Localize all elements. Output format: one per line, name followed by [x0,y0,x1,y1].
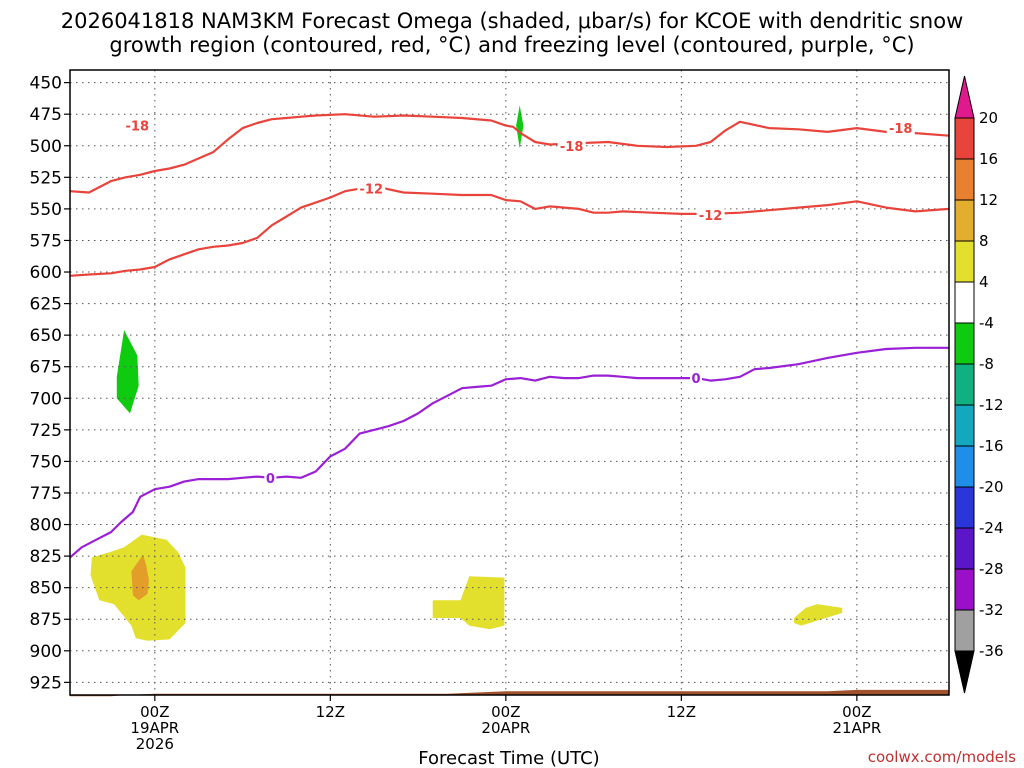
colorbar-label-5: 4 [979,273,989,291]
contour-label-bg-3-1 [264,469,277,485]
contour-label-bg-1-2 [557,137,586,153]
colorbar-bin-1 [954,117,975,160]
colorbar-label-4: 8 [979,232,989,250]
colorbar-label-9: -16 [979,437,1004,455]
x-tick-label-48-0: 00Z [842,703,871,721]
chart-title-line-2: growth region (contoured, red, °C) and f… [109,33,914,57]
colorbar-bin-13 [954,609,975,652]
omega-shade-region-5 [794,604,843,626]
colorbar-bin-9 [954,445,975,488]
colorbar-label-14: -36 [979,642,1004,660]
contour-label-1-3: -18 [889,122,913,137]
y-tick-label-825: 825 [30,547,62,567]
contour-label-1-2: -18 [560,140,584,155]
contour-label-bg-3-2 [689,370,702,386]
contour-line-1 [69,113,950,194]
contour-label-3-2: 0 [691,372,700,387]
x-axis-label: Forecast Time (UTC) [418,748,599,768]
x-tick-label-0-0: 00Z [140,703,169,721]
colorbar-bottom-arrow [954,650,975,694]
omega-shading-layer [90,105,843,641]
contour-label-2-1: -12 [360,183,384,198]
colorbar-bin-5 [954,281,975,324]
x-tick-label-24-1: 20APR [481,719,530,737]
y-tick-label-450: 450 [30,74,62,94]
y-tick-label-475: 475 [30,105,62,125]
contour-label-bg-2-1 [357,180,386,196]
colorbar-bin-4 [954,240,975,283]
contour-label-layer: -18 -18 -18 -12 -12 0 0 [123,117,915,487]
omega-shade-region-1 [116,330,139,414]
y-tick-label-700: 700 [30,389,62,409]
x-tick-label-0-2: 2026 [136,735,174,753]
y-tick-label-625: 625 [30,295,62,315]
contour-label-3-1: 0 [266,472,275,487]
colorbar-bin-12 [954,568,975,611]
omega-shade-region-2 [516,105,524,149]
colorbar-bin-10 [954,486,975,529]
colorbar-label-13: -32 [979,601,1004,619]
y-tick-label-900: 900 [30,642,62,662]
y-tick-label-750: 750 [30,452,62,472]
grid-layer [70,70,949,695]
colorbar-bin-8 [954,404,975,447]
colorbar: 20 16 12 8 4 -4 -8 -12 -16 -20 -24 -28 -32 -36 [954,75,1004,694]
y-tick-label-575: 575 [30,231,62,251]
y-tick-label-850: 850 [30,579,62,599]
x-tick-label-36-0: 12Z [667,703,696,721]
omega-shade-region-4 [432,576,505,630]
y-tick-label-925: 925 [30,673,62,693]
credit-text: coolwx.com/models [868,748,1016,766]
contour-label-2-2: -12 [699,209,723,224]
colorbar-bin-2 [954,158,975,201]
y-tick-label-650: 650 [30,326,62,346]
y-axis-ticks: 450 475 500 525 550 575 600 625 650 675 700 725 750 7… [30,74,70,693]
x-tick-label-12-0: 12Z [316,703,345,721]
colorbar-bin-7 [954,363,975,406]
plot-frame [69,69,950,696]
colorbar-bin-6 [954,322,975,365]
contour-layer [69,113,950,559]
y-tick-label-675: 675 [30,358,62,378]
colorbar-label-8: -12 [979,396,1004,414]
chart-title-line-1: 2026041818 NAM3KM Forecast Omega (shaded… [61,9,964,33]
y-tick-label-725: 725 [30,421,62,441]
y-tick-label-775: 775 [30,484,62,504]
colorbar-label-10: -20 [979,478,1004,496]
colorbar-label-6: -4 [979,314,994,332]
x-tick-label-24-0: 00Z [491,703,520,721]
contour-line-2 [69,185,950,277]
omega-shade-region-6 [131,554,149,601]
colorbar-label-7: -8 [979,355,994,373]
x-tick-label-48-1: 21APR [832,719,881,737]
colorbar-bin-11 [954,527,975,570]
contour-label-1-1: -18 [126,120,150,135]
colorbar-label-2: 16 [979,150,998,168]
y-tick-label-550: 550 [30,200,62,220]
colorbar-label-1: 20 [979,109,998,127]
colorbar-bin-3 [954,199,975,242]
y-tick-label-500: 500 [30,137,62,157]
contour-line-3 [69,346,949,559]
x-tick-label-0-1: 19APR [130,719,179,737]
y-tick-label-600: 600 [30,263,62,283]
contour-label-bg-1-3 [886,120,915,136]
contour-label-bg-1-1 [123,117,152,133]
colorbar-label-3: 12 [979,191,998,209]
contour-label-bg-2-2 [696,207,725,223]
colorbar-label-12: -28 [979,560,1004,578]
y-tick-label-800: 800 [30,516,62,536]
y-tick-label-875: 875 [30,610,62,630]
colorbar-top-arrow [954,75,975,119]
colorbar-label-11: -24 [979,519,1004,537]
y-tick-label-525: 525 [30,168,62,188]
